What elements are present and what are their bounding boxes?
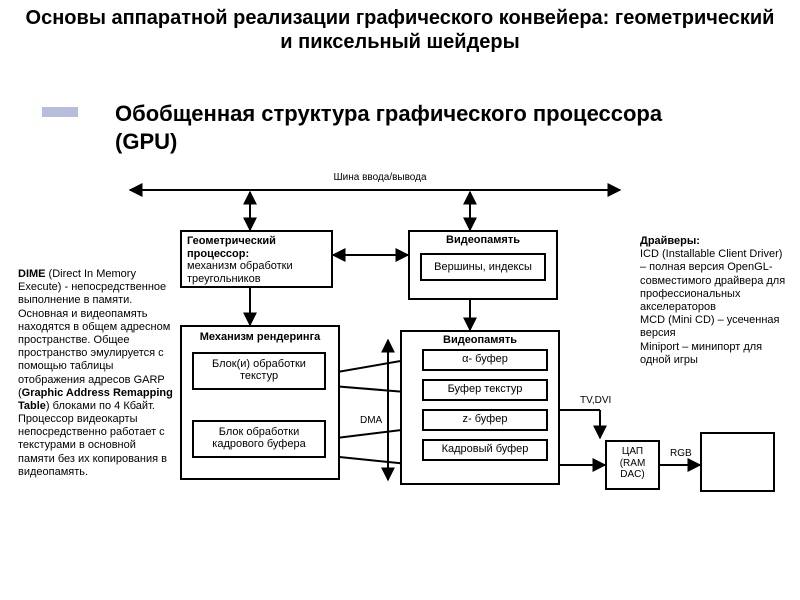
page-title: Основы аппаратной реализации графическог…: [0, 0, 800, 56]
vidmem2-texbuf: Буфер текстур: [422, 379, 548, 401]
render-framebuffer-block: Блок обработки кадрового буфера: [192, 420, 326, 458]
section-subtitle: Обобщенная структура графического процес…: [115, 100, 675, 155]
vidmem1-inner: Вершины, индексы: [420, 253, 546, 281]
render-box: Механизм рендеринга Блок(и) обработки те…: [180, 325, 340, 480]
vidmem2-box: Видеопамять α- буфер Буфер текстур z- бу…: [400, 330, 560, 485]
vidmem1-title: Видеопамять: [446, 234, 520, 246]
dac-label: ЦАП (RAM DAC): [620, 446, 646, 480]
vidmem2-b3: z- буфер: [463, 413, 508, 425]
drivers-line2: MCD (Mini CD) – усеченная версия: [640, 314, 779, 339]
vidmem2-b4: Кадровый буфер: [442, 443, 529, 455]
tvdvi-label: TV,DVI: [580, 395, 611, 407]
drivers-text: Драйверы: ICD (Installable Client Driver…: [640, 235, 790, 367]
geom-processor-box: Геометрический процессор: механизм обраб…: [180, 230, 333, 288]
render-sub1: Блок(и) обработки текстур: [212, 358, 306, 383]
vidmem2-b2: Буфер текстур: [448, 383, 523, 395]
vidmem1-sub: Вершины, индексы: [434, 261, 532, 273]
vidmem2-title: Видеопамять: [443, 334, 517, 346]
drivers-line3: Miniport – минипорт для одной игры: [640, 341, 762, 366]
render-sub2: Блок обработки кадрового буфера: [212, 426, 305, 451]
vidmem2-framebuf: Кадровый буфер: [422, 439, 548, 461]
screen-box: [700, 432, 775, 492]
render-texture-block: Блок(и) обработки текстур: [192, 352, 326, 390]
drivers-line1: ICD (Installable Client Driver) – полная…: [640, 248, 785, 313]
accent-bar: [42, 107, 78, 117]
render-title: Механизм рендеринга: [200, 331, 321, 343]
vidmem2-zbuf: z- буфер: [422, 409, 548, 431]
drivers-bold: Драйверы:: [640, 235, 700, 247]
dma-label: DMA: [360, 415, 382, 427]
bus-label: Шина ввода/вывода: [310, 172, 450, 184]
geom-proc-title: Геометрический процессор:: [187, 235, 276, 260]
dime-bold: DIME: [18, 268, 46, 280]
vidmem2-alpha: α- буфер: [422, 349, 548, 371]
dime-body: непосредственное выполнение в памяти. Ос…: [18, 281, 170, 399]
rgb-label: RGB: [670, 448, 692, 460]
dac-box: ЦАП (RAM DAC): [605, 440, 660, 490]
geom-proc-sub: механизм обработки треугольников: [187, 260, 293, 285]
dime-text: DIME (Direct In Memory Execute) - непоср…: [18, 268, 173, 479]
vidmem2-b1: α- буфер: [462, 353, 508, 365]
vidmem1-box: Видеопамять Вершины, индексы: [408, 230, 558, 300]
